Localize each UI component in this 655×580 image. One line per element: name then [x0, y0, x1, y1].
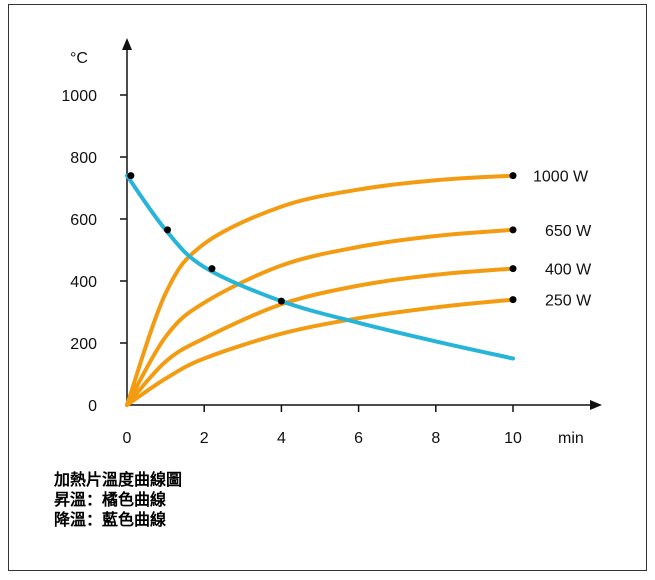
- data-point: [164, 226, 172, 234]
- series-end-point: [509, 265, 517, 273]
- series-end-point: [509, 296, 517, 304]
- series-end-point: [509, 226, 517, 234]
- data-point: [208, 265, 216, 273]
- data-point: [277, 297, 285, 305]
- x-axis-arrow: [590, 400, 602, 410]
- series-line-1000w: [125, 173, 515, 407]
- series-line-400w: [125, 266, 515, 407]
- series-line-cooling: [125, 173, 515, 361]
- axes: °C min: [70, 38, 602, 447]
- caption-heating-note: 昇溫：橘色曲線: [54, 490, 167, 509]
- series-line-250w: [125, 297, 515, 407]
- y-tick-label: 0: [88, 398, 97, 415]
- y-tick-label: 400: [70, 274, 97, 291]
- data-point: [127, 172, 135, 180]
- x-tick-label: 0: [123, 430, 132, 447]
- series-labels: 1000 W 650 W 400 W 250 W: [533, 169, 592, 310]
- y-tick-label: 200: [70, 336, 97, 353]
- x-tick-label: 4: [277, 430, 286, 447]
- chart-frame: [8, 4, 647, 571]
- series-lines: [125, 173, 515, 407]
- series-label: 650 W: [545, 223, 592, 240]
- y-tick-label: 1000: [61, 88, 97, 105]
- data-markers: [127, 172, 517, 305]
- series-label: 400 W: [545, 262, 592, 279]
- y-tick-label: 800: [70, 150, 97, 167]
- y-axis-label: °C: [70, 50, 88, 67]
- ticks: 0 200 400 600 800 1000 0 2 4 6 8 10: [61, 88, 522, 447]
- series-line-650w: [125, 227, 515, 407]
- caption-cooling-note: 降溫：藍色曲線: [54, 510, 167, 529]
- x-tick-label: 8: [431, 430, 440, 447]
- caption: 加熱片溫度曲線圖 昇溫：橘色曲線 降溫：藍色曲線: [54, 470, 182, 530]
- x-tick-label: 2: [200, 430, 209, 447]
- y-tick-label: 600: [70, 212, 97, 229]
- series-label: 250 W: [545, 293, 592, 310]
- series-label: 1000 W: [533, 169, 589, 186]
- x-axis-label: min: [558, 430, 584, 447]
- x-tick-label: 6: [354, 430, 363, 447]
- caption-title: 加熱片溫度曲線圖: [54, 470, 183, 489]
- y-axis-arrow: [122, 38, 132, 50]
- series-end-point: [509, 172, 517, 180]
- x-tick-label: 10: [504, 430, 522, 447]
